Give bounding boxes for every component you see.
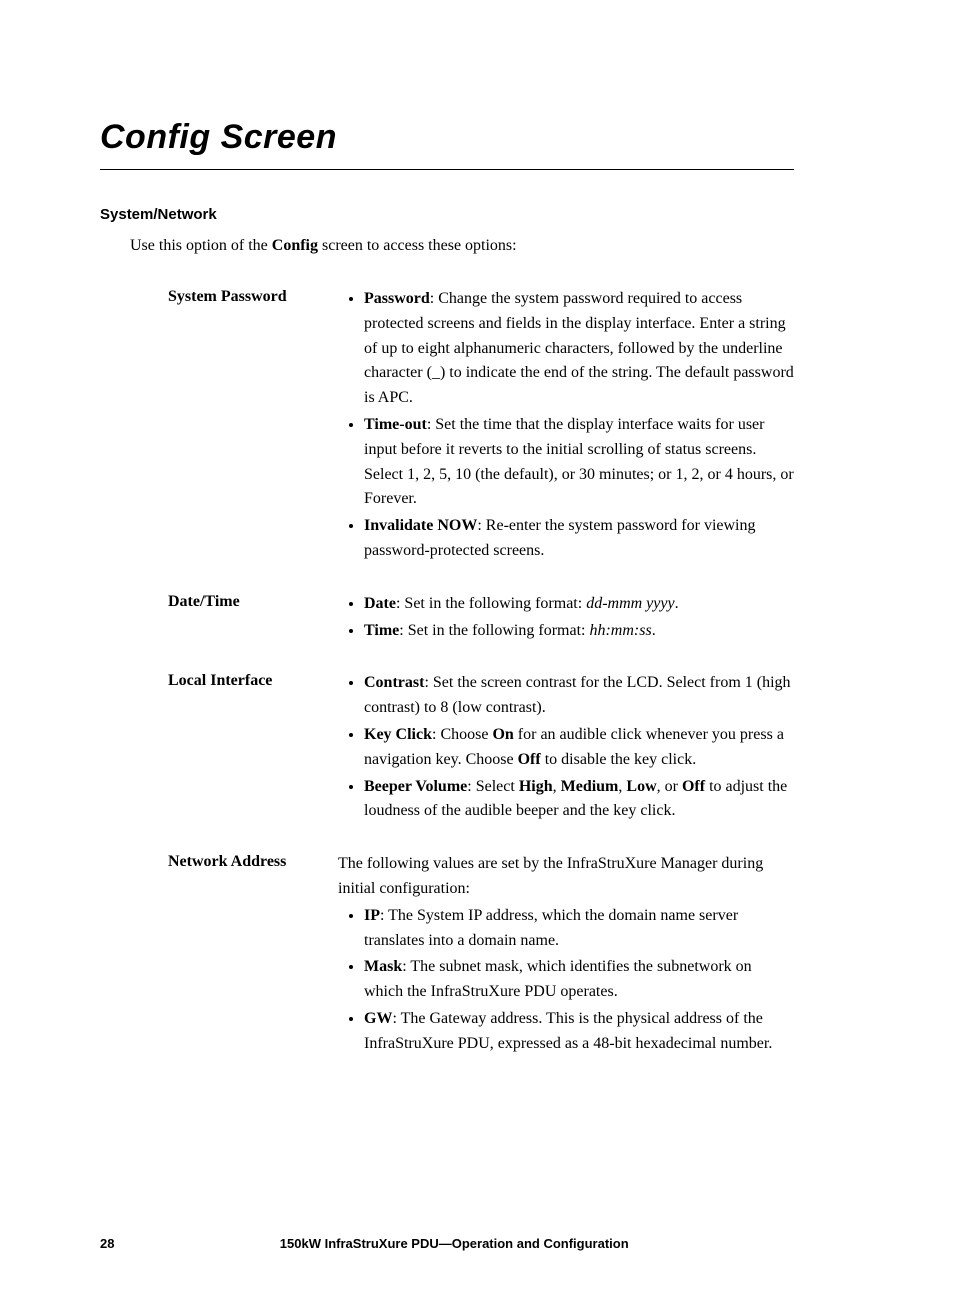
term-ip: IP <box>364 907 380 924</box>
section-heading: System/Network <box>100 206 794 223</box>
term-contrast: Contrast <box>364 674 424 691</box>
intro-post: screen to access these options: <box>318 237 517 254</box>
page-title: Config Screen <box>100 118 794 157</box>
term-keyclick: Key Click <box>364 726 432 743</box>
title-rule <box>100 169 794 170</box>
term-mask: Mask <box>364 958 402 975</box>
content-network-address: The following values are set by the Infr… <box>338 852 794 1058</box>
desc-keyclick-3: to disable the key click. <box>541 751 697 768</box>
page-footer: 28 150kW InfraStruXure PDU—Operation and… <box>100 1236 794 1251</box>
bold-on: On <box>492 726 513 743</box>
item-time: Time: Set in the following format: hh:mm… <box>364 619 794 644</box>
term-password: Password <box>364 290 430 307</box>
desc-ip: : The System IP address, which the domai… <box>364 907 738 949</box>
desc-timeout: : Set the time that the display interfac… <box>364 416 794 507</box>
desc-mask: : The subnet mask, which identifies the … <box>364 958 752 1000</box>
desc-beeper-1: : Select <box>467 778 519 795</box>
footer-text: 150kW InfraStruXure PDU—Operation and Co… <box>100 1236 794 1251</box>
label-system-password: System Password <box>168 287 338 566</box>
content-system-password: Password: Change the system password req… <box>338 287 794 566</box>
label-date-time: Date/Time <box>168 592 338 646</box>
content-date-time: Date: Set in the following format: dd-mm… <box>338 592 794 646</box>
desc-contrast: : Set the screen contrast for the LCD. S… <box>364 674 791 716</box>
desc-time-2: . <box>652 622 656 639</box>
italic-date-format: dd-mmm yyyy <box>586 595 674 612</box>
item-date: Date: Set in the following format: dd-mm… <box>364 592 794 617</box>
item-invalidate: Invalidate NOW: Re-enter the system pass… <box>364 514 794 564</box>
term-beeper: Beeper Volume <box>364 778 467 795</box>
term-gw: GW <box>364 1010 392 1027</box>
term-time: Time <box>364 622 399 639</box>
item-contrast: Contrast: Set the screen contrast for th… <box>364 671 794 721</box>
desc-date-1: : Set in the following format: <box>396 595 586 612</box>
item-ip: IP: The System IP address, which the dom… <box>364 904 794 954</box>
term-invalidate: Invalidate NOW <box>364 517 477 534</box>
desc-keyclick-1: : Choose <box>432 726 492 743</box>
desc-time-1: : Set in the following format: <box>399 622 589 639</box>
item-keyclick: Key Click: Choose On for an audible clic… <box>364 723 794 773</box>
bold-off-beeper: Off <box>682 778 705 795</box>
intro-text: Use this option of the Config screen to … <box>130 237 794 255</box>
item-beeper: Beeper Volume: Select High, Medium, Low,… <box>364 775 794 825</box>
desc-password: : Change the system password required to… <box>364 290 794 406</box>
bold-off: Off <box>518 751 541 768</box>
term-date: Date <box>364 595 396 612</box>
desc-date-2: . <box>675 595 679 612</box>
bold-high: High <box>519 778 553 795</box>
bold-medium: Medium <box>561 778 619 795</box>
row-network-address: Network Address The following values are… <box>168 852 794 1058</box>
item-password: Password: Change the system password req… <box>364 287 794 411</box>
page-number: 28 <box>100 1236 114 1251</box>
label-local-interface: Local Interface <box>168 671 338 826</box>
desc-gw: : The Gateway address. This is the physi… <box>364 1010 772 1052</box>
row-system-password: System Password Password: Change the sys… <box>168 287 794 566</box>
row-date-time: Date/Time Date: Set in the following for… <box>168 592 794 646</box>
item-gw: GW: The Gateway address. This is the phy… <box>364 1007 794 1057</box>
content-local-interface: Contrast: Set the screen contrast for th… <box>338 671 794 826</box>
comma-3: , or <box>657 778 682 795</box>
intro-bold: Config <box>272 237 318 254</box>
label-network-address: Network Address <box>168 852 338 1058</box>
term-timeout: Time-out <box>364 416 427 433</box>
item-timeout: Time-out: Set the time that the display … <box>364 413 794 512</box>
italic-time-format: hh:mm:ss <box>589 622 651 639</box>
bold-low: Low <box>626 778 656 795</box>
comma-1: , <box>553 778 561 795</box>
network-lead: The following values are set by the Infr… <box>338 852 794 902</box>
item-mask: Mask: The subnet mask, which identifies … <box>364 955 794 1005</box>
row-local-interface: Local Interface Contrast: Set the screen… <box>168 671 794 826</box>
intro-pre: Use this option of the <box>130 237 272 254</box>
